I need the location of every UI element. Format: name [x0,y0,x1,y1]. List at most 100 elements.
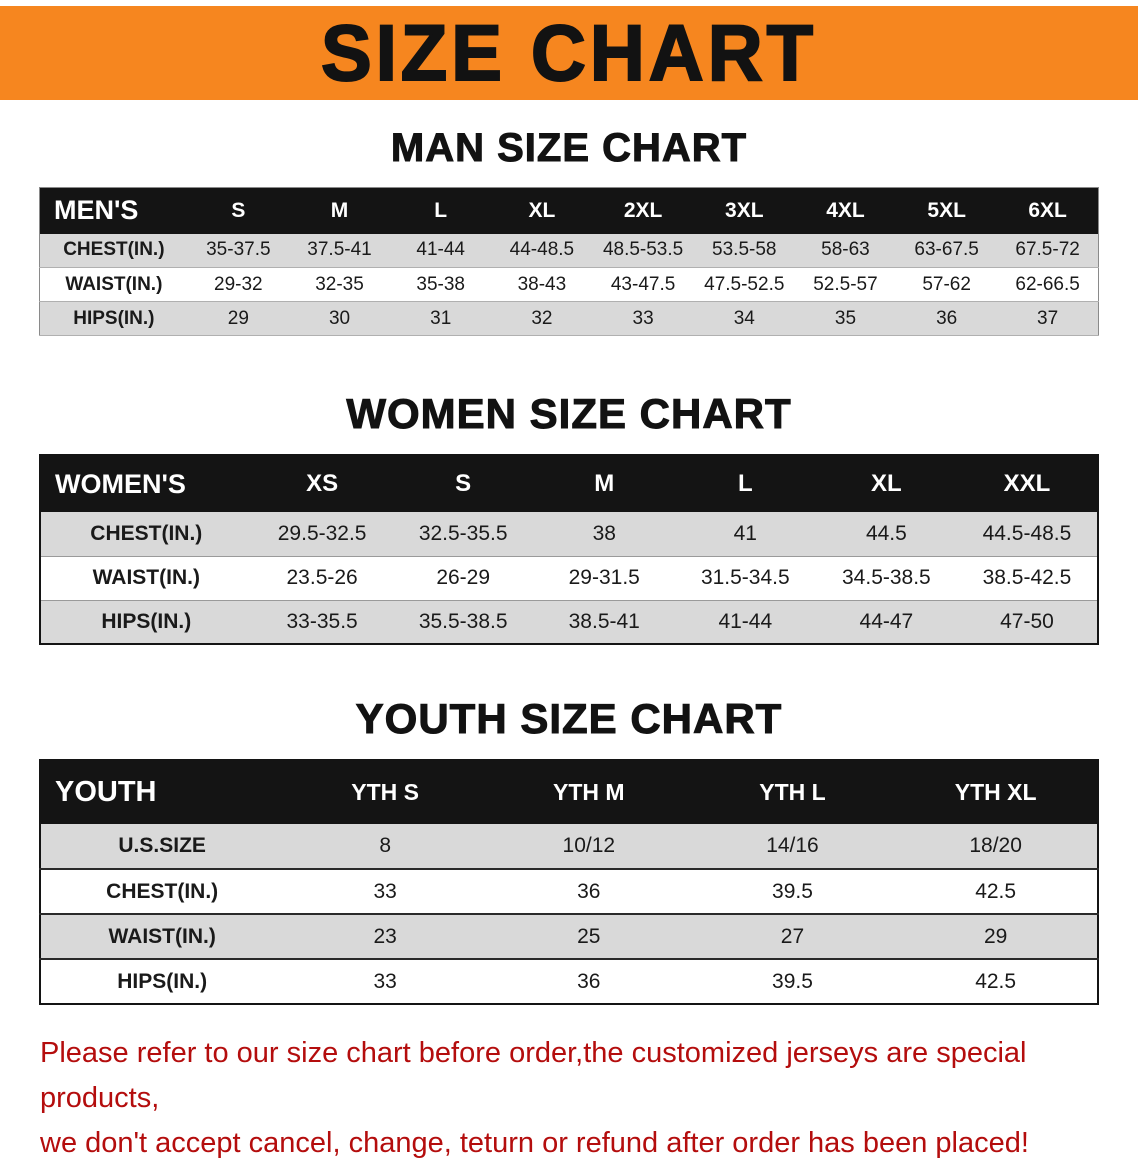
value-cell: 35-38 [390,267,492,302]
value-cell: 29 [894,914,1098,960]
measure-label-cell: WAIST(IN.) [40,914,284,960]
value-cell: 44-47 [815,600,957,645]
size-header-cell: XL [815,455,957,512]
table-title-cell: YOUTH [40,760,284,824]
table-row: HIPS(IN.) 33 36 39.5 42.5 [40,959,1098,1004]
value-cell: 47.5-52.5 [693,267,795,302]
table-row: CHEST(IN.) 35-37.5 37.5-41 41-44 44-48.5 48.5… [39,233,1099,268]
value-cell: 33 [592,301,694,336]
value-cell: 23.5-26 [251,556,393,601]
table-header-row: YOUTH YTH S YTH M YTH L YTH XL [40,760,1098,824]
size-header-cell: L [674,455,816,512]
size-header-cell: 3XL [693,187,795,234]
value-cell: 34 [693,301,795,336]
women-section-heading: WOMEN SIZE CHART [346,390,792,438]
table-row: HIPS(IN.) 29 30 31 32 33 34 35 36 37 [39,301,1099,336]
value-cell: 43-47.5 [592,267,694,302]
value-cell: 10/12 [486,824,691,870]
value-cell: 52.5-57 [794,267,897,302]
value-cell: 35.5-38.5 [392,600,534,645]
value-cell: 62-66.5 [997,267,1099,302]
measure-label-cell: HIPS(IN.) [40,600,252,645]
value-cell: 33-35.5 [251,600,393,645]
value-cell: 42.5 [975,969,1017,993]
value-cell: 48.5-53.5 [592,233,694,268]
table-row: WAIST(IN.) 23 25 27 29 [40,914,1098,960]
table-title-cell: WOMEN'S [40,455,252,512]
value-cell: 41-44 [674,600,816,645]
measure-label-cell: U.S.SIZE [40,824,284,870]
measure-label-cell: CHEST(IN.) [40,869,284,915]
value-cell: 34.5-38.5 [815,556,957,601]
value-cell: 23 [283,914,487,960]
banner: SIZE CHART [0,6,1138,100]
men-size-table: MEN'S S M L XL 2XL 3XL 4XL 5XL 6XL CHEST(IN.) 35-37… [39,187,1099,336]
value-cell: 35 [794,301,897,336]
table-title-cell: MEN'S [39,187,188,234]
size-header-cell: XXL [956,455,1098,512]
value-cell: 53.5-58 [693,233,795,268]
size-header-cell: L [390,187,492,234]
measure-label-cell: HIPS(IN.) [117,969,208,993]
size-header-cell: 4XL [794,187,897,234]
value-cell: 32 [491,301,593,336]
value-cell: 44.5 [815,512,957,557]
page-title: SIZE CHART [320,8,817,98]
size-header-cell: YTH L [690,760,895,824]
value-cell: 42.5 [894,869,1098,915]
measure-label-cell: CHEST(IN.) [40,512,252,557]
value-cell: 57-62 [896,267,998,302]
men-size-section: MAN SIZE CHART MEN'S S M L XL 2XL 3XL 4XL 5XL 6XL… [0,126,1138,336]
value-cell: 32.5-35.5 [392,512,534,557]
value-cell: 37.5-41 [288,233,391,268]
size-header-cell: YTH XL [894,760,1098,824]
size-header-cell: S [187,187,289,234]
size-header-cell: 2XL [592,187,694,234]
disclaimer-note: Please refer to our size chart before or… [40,1031,1138,1166]
value-cell: 36 [486,869,691,915]
size-header-cell: XS [251,455,393,512]
value-cell: 14/16 [690,824,895,870]
value-cell: 63-67.5 [896,233,998,268]
value-cell: 29-32 [187,267,289,302]
women-size-table: WOMEN'S XS S M L XL XXL CHEST(IN.) 29.5-32.5 32.5… [39,454,1099,645]
value-cell: 35-37.5 [187,233,289,268]
value-cell: 38-43 [491,267,593,302]
value-cell: 39.5 [772,969,813,993]
value-cell: 58-63 [794,233,897,268]
value-cell: 29 [187,301,289,336]
value-cell: 8 [283,824,487,870]
table-row: U.S.SIZE 8 10/12 14/16 18/20 [40,824,1098,870]
value-cell: 38.5-41 [533,600,675,645]
disclaimer-line-2: we don't accept cancel, change, teturn o… [40,1126,1029,1159]
value-cell: 29-31.5 [533,556,675,601]
table-header-row: MEN'S S M L XL 2XL 3XL 4XL 5XL 6XL [39,187,1099,234]
youth-size-section: YOUTH SIZE CHART YOUTH YTH S YTH M YTH L YTH… [0,695,1138,1005]
value-cell: 18/20 [894,824,1098,870]
value-cell: 31 [390,301,492,336]
size-header-cell: XL [491,187,593,234]
measure-label-cell: WAIST(IN.) [40,556,252,601]
value-cell: 37 [997,301,1099,336]
measure-label-cell: HIPS(IN.) [39,301,188,336]
table-row: HIPS(IN.) 33-35.5 35.5-38.5 38.5-41 41-44 44-… [40,600,1098,645]
value-cell: 33 [373,969,397,993]
size-header-cell: S [392,455,534,512]
value-cell: 25 [486,914,691,960]
measure-label-cell: WAIST(IN.) [39,267,188,302]
size-header-cell: 6XL [997,187,1099,234]
measure-label-cell: CHEST(IN.) [39,233,188,268]
value-cell: 32-35 [288,267,391,302]
women-size-section: WOMEN SIZE CHART WOMEN'S XS S M L XL XXL CHEST(… [0,390,1138,645]
value-cell: 47-50 [956,600,1098,645]
value-cell: 31.5-34.5 [674,556,816,601]
value-cell: 29.5-32.5 [251,512,393,557]
size-header-cell: M [533,455,675,512]
value-cell: 44-48.5 [491,233,593,268]
size-header-cell: YTH S [283,760,487,824]
value-cell: 38.5-42.5 [956,556,1098,601]
value-cell: 41-44 [390,233,492,268]
value-cell: 41 [674,512,816,557]
youth-section-heading: YOUTH SIZE CHART [355,695,783,743]
value-cell: 33 [283,869,487,915]
